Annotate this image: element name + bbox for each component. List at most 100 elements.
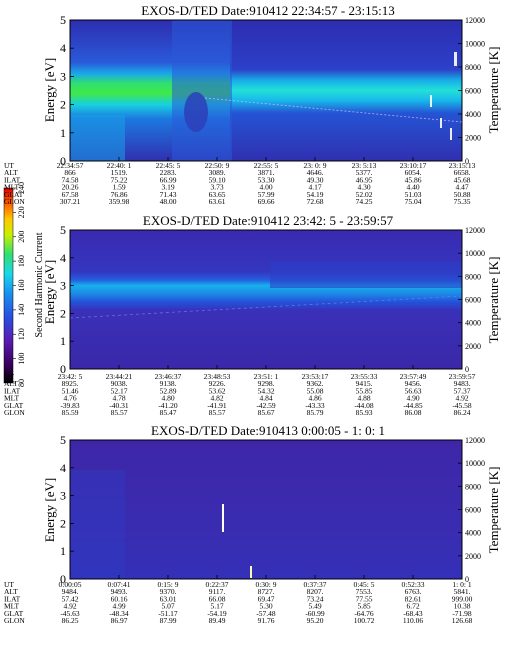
y2-tick-label: 6000 bbox=[465, 506, 481, 515]
table-cell: 3871. bbox=[258, 168, 275, 177]
table-cell: 4.00 bbox=[259, 183, 272, 192]
colorbar: 80 100 120 140 160 180 200 220 240 Second Harmon… bbox=[3, 182, 45, 387]
table-cell: 999.00 bbox=[452, 594, 473, 603]
table-cell: 54.19 bbox=[307, 190, 324, 199]
panel-3-streak bbox=[250, 566, 252, 578]
table-cell: -41.20 bbox=[158, 401, 178, 410]
table-cell: 866 bbox=[64, 168, 76, 177]
colorbar-tick-label: 80 bbox=[17, 379, 26, 387]
table-cell: 48.00 bbox=[160, 197, 177, 206]
table-cell: 4.84 bbox=[259, 394, 272, 403]
y-tick-label: 2 bbox=[60, 306, 66, 320]
table-cell: 57.37 bbox=[454, 386, 471, 395]
panel-2-title: EXOS-D/TED Date:910412 23:42: 5 - 23:59:… bbox=[143, 213, 394, 228]
table-cell: 22:50: 9 bbox=[205, 161, 230, 170]
table-cell: 9370. bbox=[160, 587, 177, 596]
table-cell: 77.55 bbox=[356, 594, 373, 603]
y-tick-label: 0 bbox=[60, 362, 66, 376]
panel-2-y2label: Temperature [K] bbox=[486, 257, 501, 344]
table-row-label: GLAT bbox=[4, 401, 24, 410]
table-cell: 85.79 bbox=[307, 408, 324, 417]
table-cell: -64.76 bbox=[354, 609, 374, 618]
panel-1-temperature-trace bbox=[204, 97, 463, 123]
table-cell: 5.49 bbox=[308, 602, 321, 611]
panel-1-low-energy-tail bbox=[70, 115, 125, 161]
table-cell: 22:34:57 bbox=[57, 161, 84, 170]
table-cell: 0:15: 9 bbox=[157, 580, 178, 589]
table-cell: 3.19 bbox=[161, 183, 174, 192]
panel-3: EXOS-D/TED Date:910413 0:00:05 - 1: 0: 1… bbox=[4, 423, 501, 625]
colorbar-tick-label: 140 bbox=[17, 304, 26, 316]
panel-1-streak bbox=[430, 95, 432, 107]
y2-tick-label: 10000 bbox=[465, 249, 485, 258]
colorbar-gradient bbox=[3, 187, 14, 384]
table-cell: 10.38 bbox=[454, 602, 471, 611]
table-cell: -51.17 bbox=[158, 609, 178, 618]
panel-3-streak bbox=[222, 504, 224, 532]
panel-1-title: EXOS-D/TED Date:910412 22:34:57 - 23:15:… bbox=[141, 3, 394, 18]
table-cell: 85.47 bbox=[160, 408, 177, 417]
table-row-label: UT bbox=[4, 580, 14, 589]
table-cell: 57.99 bbox=[258, 190, 275, 199]
table-cell: 55.08 bbox=[307, 386, 324, 395]
table-cell: 85.67 bbox=[258, 408, 275, 417]
panel-3-y2label: Temperature [K] bbox=[486, 467, 501, 554]
table-cell: 6.72 bbox=[406, 602, 419, 611]
table-cell: 5.85 bbox=[357, 602, 370, 611]
panel-1-dip-feature bbox=[184, 92, 208, 132]
table-row-label: GLON bbox=[4, 408, 25, 417]
table-cell: 3089. bbox=[209, 168, 226, 177]
table-row-label: MLT bbox=[4, 394, 20, 403]
colorbar-tick-label: 200 bbox=[17, 231, 26, 243]
table-cell: 9484. bbox=[62, 587, 79, 596]
table-cell: 74.58 bbox=[62, 175, 79, 184]
table-cell: 66.08 bbox=[209, 594, 226, 603]
table-cell: 5.30 bbox=[259, 602, 272, 611]
table-cell: -60.99 bbox=[305, 609, 325, 618]
table-cell: 22:55: 5 bbox=[254, 161, 279, 170]
table-cell: 1519. bbox=[111, 168, 128, 177]
table-cell: -43.33 bbox=[305, 401, 325, 410]
table-cell: 57.42 bbox=[62, 594, 79, 603]
table-row-label: UT bbox=[4, 372, 14, 381]
table-row-label: ALT bbox=[4, 379, 18, 388]
panel-3-title: EXOS-D/TED Date:910413 0:00:05 - 1: 0: 1 bbox=[151, 423, 385, 438]
table-cell: -39.83 bbox=[60, 401, 80, 410]
table-cell: -45.58 bbox=[452, 401, 472, 410]
table-cell: 67.58 bbox=[62, 190, 79, 199]
y2-tick-label: 12000 bbox=[465, 16, 485, 25]
table-cell: 51.03 bbox=[405, 190, 422, 199]
table-cell: 126.68 bbox=[452, 616, 473, 625]
table-row-label: ALT bbox=[4, 168, 18, 177]
table-cell: 5.07 bbox=[161, 602, 174, 611]
panel-2: EXOS-D/TED Date:910412 23:42: 5 - 23:59:… bbox=[4, 213, 501, 417]
y-tick-label: 1 bbox=[60, 544, 66, 558]
table-cell: 100.72 bbox=[354, 616, 375, 625]
table-cell: 66.99 bbox=[160, 175, 177, 184]
table-cell: 85.57 bbox=[209, 408, 226, 417]
table-cell: 22:40: 1 bbox=[107, 161, 132, 170]
panel-1-y-axis: 0 1 2 3 4 5 bbox=[60, 13, 463, 168]
table-cell: 4.40 bbox=[406, 183, 419, 192]
table-cell: 0:45: 5 bbox=[353, 580, 374, 589]
colorbar-tick-label: 220 bbox=[17, 206, 26, 218]
table-cell: 45.68 bbox=[454, 175, 471, 184]
table-cell: 69.66 bbox=[258, 197, 275, 206]
table-cell: 73.24 bbox=[307, 594, 324, 603]
table-cell: 75.22 bbox=[111, 175, 128, 184]
table-row-label: GLON bbox=[4, 197, 25, 206]
table-cell: 9298. bbox=[258, 379, 275, 388]
table-cell: -40.31 bbox=[109, 401, 129, 410]
table-row-label: ILAT bbox=[4, 594, 21, 603]
table-cell: 1: 0: 1 bbox=[452, 580, 471, 589]
table-cell: 55.85 bbox=[356, 386, 373, 395]
table-cell: 87.99 bbox=[160, 616, 177, 625]
table-row-label: GLON bbox=[4, 616, 25, 625]
table-cell: 23:59:57 bbox=[449, 372, 476, 381]
table-cell: 50.88 bbox=[454, 190, 471, 199]
y-tick-label: 0 bbox=[60, 154, 66, 168]
table-cell: -48.34 bbox=[109, 609, 129, 618]
